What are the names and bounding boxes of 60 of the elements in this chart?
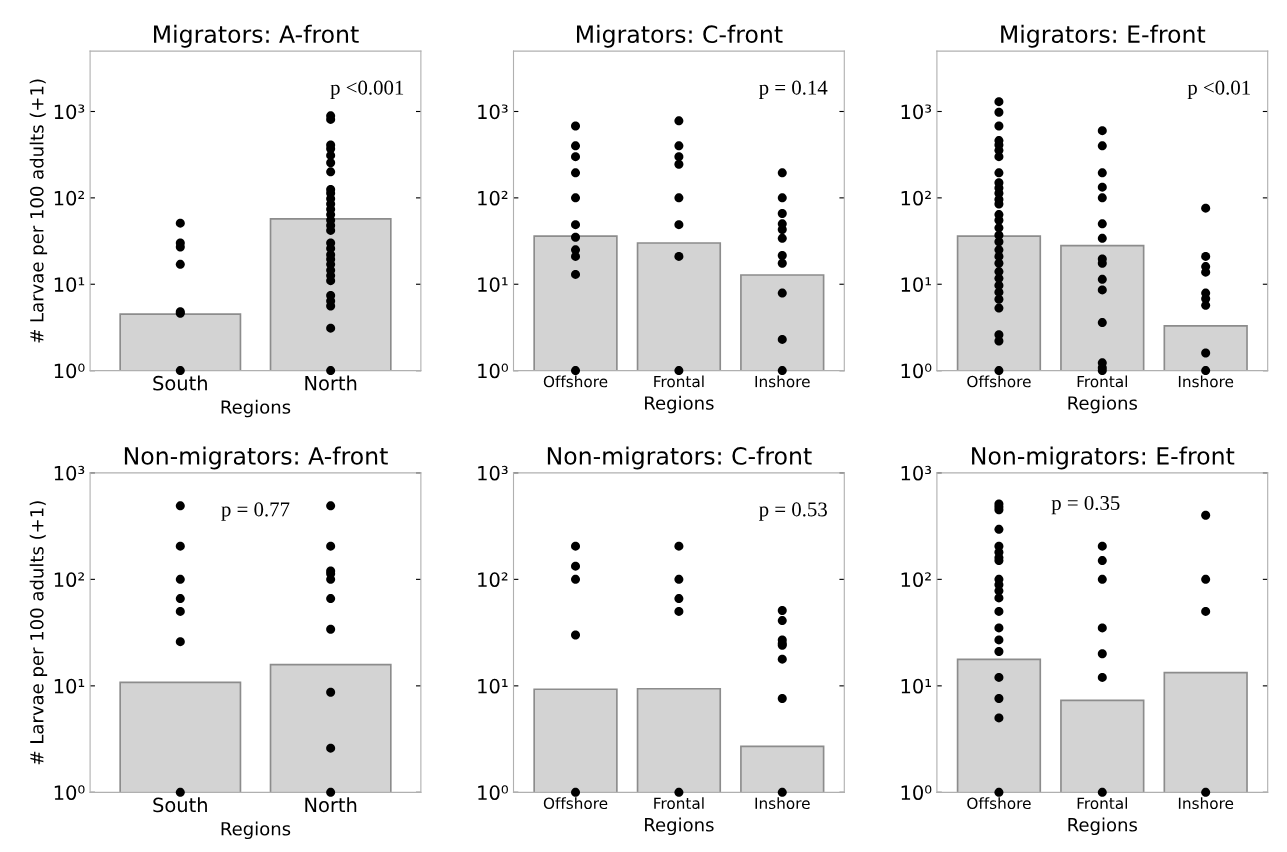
y-tick-label: 10² (901, 572, 931, 588)
y-axis-title: # Larvae per 100 adults (+1) (29, 79, 48, 343)
x-tick-label: Offshore (967, 797, 1031, 810)
y-tick-label: 10¹ (478, 678, 508, 694)
x-tick-label: South (153, 797, 207, 813)
y-tick-label: 10¹ (54, 678, 85, 694)
y-tick-label: 10² (478, 572, 508, 588)
y-tick-label: 10⁰ (901, 363, 932, 379)
y-tick-label: 10² (901, 190, 931, 206)
x-tick-label: Frontal (654, 797, 704, 810)
y-tick-label: 10² (54, 190, 84, 206)
y-tick-label: 10² (54, 572, 84, 588)
x-tick-label: Inshore (755, 375, 810, 388)
y-tick-label: 10³ (478, 104, 508, 120)
annotation: p = 0.77 (221, 502, 290, 521)
x-axis-title: Regions (1068, 817, 1138, 836)
x-tick-label: Frontal (1077, 797, 1127, 810)
x-axis-title: Regions (221, 821, 291, 840)
y-tick-label: 10³ (901, 465, 932, 481)
y-tick-label: 10¹ (478, 277, 508, 292)
x-tick-label: Inshore (1178, 797, 1234, 810)
y-tick-label: 10² (478, 190, 508, 206)
y-tick-label: 10³ (901, 104, 932, 120)
annotation: p <0.001 (330, 80, 404, 99)
x-tick-label: Offshore (543, 375, 608, 388)
annotation: p = 0.14 (759, 80, 828, 99)
x-axis-title: Regions (645, 395, 714, 414)
x-tick-label: North (305, 375, 357, 391)
x-tick-label: Offshore (543, 797, 608, 810)
x-tick-label: South (153, 375, 207, 391)
y-axis-title: # Larvae per 100 adults (+1) (29, 501, 48, 765)
y-tick-label: 10¹ (54, 277, 85, 292)
y-tick-label: 10⁰ (478, 363, 508, 379)
chart-title: Non-migrators: C-front (547, 446, 812, 470)
x-tick-label: North (305, 797, 357, 813)
y-tick-label: 10⁰ (901, 785, 932, 801)
chart-title: Migrators: C-front (577, 24, 783, 48)
x-tick-label: Inshore (755, 797, 810, 810)
x-axis-title: Regions (1068, 395, 1138, 414)
y-tick-label: 10⁰ (54, 363, 85, 379)
y-tick-label: 10³ (478, 465, 508, 481)
annotation: p = 0.53 (759, 502, 827, 521)
x-axis-title: Regions (645, 817, 714, 836)
x-axis-title: Regions (221, 399, 291, 418)
x-tick-label: Offshore (967, 375, 1031, 388)
chart-title: Non-migrators: E-front (972, 446, 1235, 470)
y-tick-label: 10¹ (901, 678, 931, 694)
annotation: p = 0.35 (1051, 495, 1120, 515)
y-tick-label: 10³ (54, 104, 85, 120)
y-tick-label: 10¹ (901, 277, 931, 292)
y-tick-label: 10³ (54, 465, 85, 481)
annotation: p <0.01 (1187, 80, 1250, 99)
chart-title: Migrators: A-front (154, 24, 359, 48)
x-tick-label: Inshore (1178, 375, 1234, 388)
y-tick-label: 10⁰ (478, 785, 508, 801)
x-tick-label: Frontal (654, 375, 704, 388)
chart-title: Migrators: E-front (1001, 24, 1206, 48)
x-tick-label: Frontal (1077, 375, 1127, 388)
y-tick-label: 10⁰ (54, 785, 85, 801)
chart-title: Non-migrators: A-front (124, 446, 388, 470)
